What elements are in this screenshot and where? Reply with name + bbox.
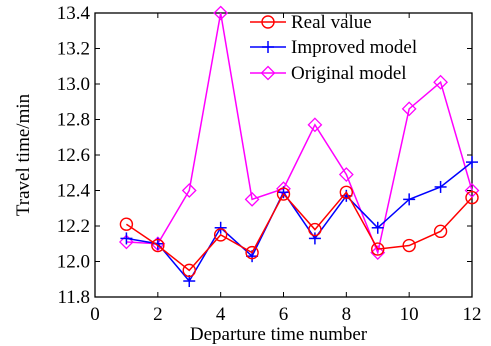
plus-marker (403, 193, 416, 206)
circle-marker (465, 190, 479, 205)
circle-marker (151, 238, 165, 253)
diamond-marker (181, 183, 197, 198)
plot-area: 0 2 4 6 8 10 12 11.8 12.0 12.2 12.4 12.6 12.8 13.0 13.… (57, 3, 482, 325)
series-line (126, 12, 473, 256)
y-tick-label: 12.0 (57, 252, 90, 273)
plus-marker (371, 221, 384, 234)
x-tick-label: 8 (342, 304, 352, 325)
x-tick-label: 10 (400, 304, 419, 325)
circle-marker (371, 242, 385, 256)
plus-marker (434, 180, 447, 193)
y-tick-label: 12.4 (57, 181, 91, 202)
x-axis-title: Departure time number (190, 324, 368, 345)
diamond-marker (433, 74, 449, 90)
x-tick-label: 2 (153, 304, 163, 325)
diamond-marker (464, 183, 480, 198)
series-original-model (118, 5, 480, 261)
series-improved-model (120, 156, 478, 288)
y-tick-label: 13.4 (57, 3, 91, 24)
plus-marker (214, 221, 227, 234)
y-tick-label: 12.2 (57, 216, 90, 237)
diamond-marker (307, 117, 323, 133)
legend-item: Original model (250, 63, 407, 84)
y-tick-label: 13.0 (57, 74, 90, 95)
y-tick-label: 13.2 (57, 39, 90, 60)
circle-marker (119, 217, 134, 231)
diamond-marker (338, 167, 354, 182)
series-line (126, 161, 473, 283)
legend-item: Real value (250, 12, 372, 33)
circle-marker (433, 224, 448, 239)
legend: Real value Improved model Original model (250, 12, 417, 84)
circle-marker (182, 263, 196, 278)
y-tick-label: 11.8 (57, 287, 90, 308)
circle-marker (245, 245, 259, 260)
legend-item: Improved model (250, 37, 417, 58)
x-tick-label: 0 (90, 304, 100, 325)
circle-marker (261, 15, 275, 29)
circle-marker (276, 187, 291, 201)
y-tick-label: 12.6 (57, 145, 90, 166)
legend-label: Improved model (291, 37, 417, 58)
y-axis-title: Travel time/min (13, 93, 34, 216)
diamond-marker (370, 245, 386, 261)
legend-label: Original model (291, 63, 407, 84)
circle-marker (339, 185, 354, 199)
x-tick-label: 6 (279, 304, 289, 325)
diamond-marker (260, 65, 276, 81)
circle-marker (213, 228, 228, 242)
x-tick-label: 4 (216, 304, 226, 325)
diamond-marker (401, 101, 417, 117)
x-tick-label: 12 (463, 304, 482, 325)
circle-marker (402, 238, 416, 253)
diamond-marker (213, 5, 229, 21)
plus-marker (308, 232, 321, 245)
series-real-value (119, 185, 479, 278)
circle-marker (308, 222, 322, 237)
series-line (125, 190, 473, 272)
y-tick-label: 12.8 (57, 110, 90, 131)
plus-marker (466, 156, 478, 169)
legend-label: Real value (291, 12, 372, 33)
plus-marker (120, 232, 133, 245)
plus-marker (262, 41, 274, 53)
series-layer (118, 5, 480, 288)
diamond-marker (244, 191, 260, 207)
